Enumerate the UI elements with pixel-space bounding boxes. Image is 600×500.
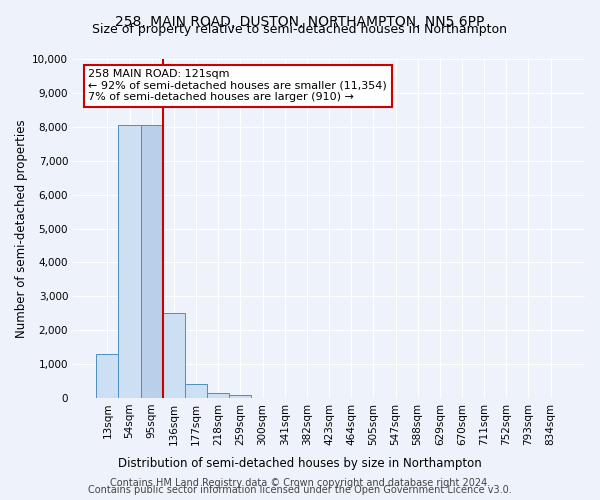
Bar <box>140 125 163 398</box>
Bar <box>185 384 207 398</box>
Text: Contains public sector information licensed under the Open Government Licence v3: Contains public sector information licen… <box>88 485 512 495</box>
Bar <box>207 393 229 398</box>
Text: 258, MAIN ROAD, DUSTON, NORTHAMPTON, NN5 6PP: 258, MAIN ROAD, DUSTON, NORTHAMPTON, NN5… <box>115 15 485 29</box>
Y-axis label: Number of semi-detached properties: Number of semi-detached properties <box>15 119 28 338</box>
Text: 258 MAIN ROAD: 121sqm
← 92% of semi-detached houses are smaller (11,354)
7% of s: 258 MAIN ROAD: 121sqm ← 92% of semi-deta… <box>88 69 387 102</box>
Text: Size of property relative to semi-detached houses in Northampton: Size of property relative to semi-detach… <box>92 22 508 36</box>
Text: Contains HM Land Registry data © Crown copyright and database right 2024.: Contains HM Land Registry data © Crown c… <box>110 478 490 488</box>
Bar <box>118 125 140 398</box>
Bar <box>229 394 251 398</box>
Bar <box>96 354 118 398</box>
Bar <box>163 314 185 398</box>
Text: Distribution of semi-detached houses by size in Northampton: Distribution of semi-detached houses by … <box>118 458 482 470</box>
